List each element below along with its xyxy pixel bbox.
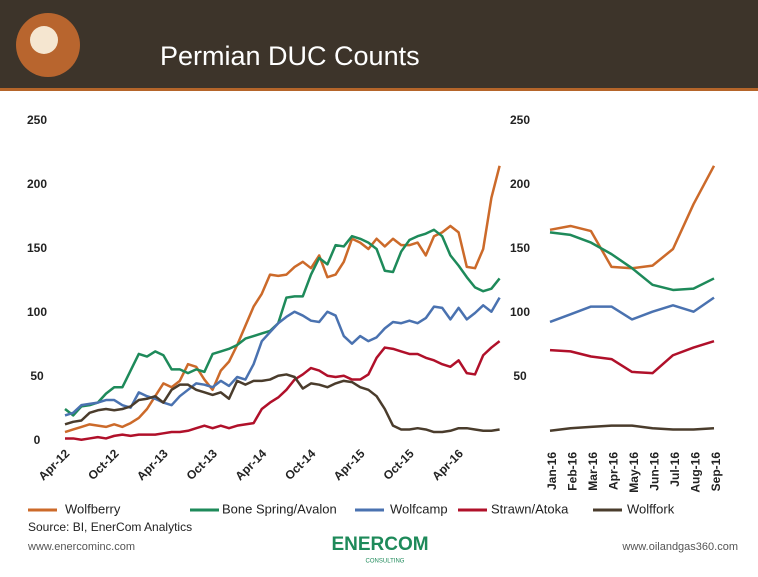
y-tick-label: 50 (30, 369, 44, 383)
x-tick-label: Jan-16 (545, 452, 559, 490)
legend-label: Wolfberry (65, 501, 121, 516)
series-line (64, 228, 501, 417)
legend-label: Wolfcamp (390, 501, 448, 516)
x-tick-label: Jun-16 (648, 452, 662, 491)
y-tick-label: 200 (27, 177, 47, 191)
x-tick-label: Apr-16 (607, 452, 621, 490)
y-tick-label: 50 (513, 369, 527, 383)
left-url: www.enercominc.com (27, 541, 135, 553)
x-tick-label: May-16 (627, 452, 641, 493)
header-rule (0, 88, 758, 91)
series-line (64, 373, 500, 434)
source: Source: BI, EnerCom Analytics (28, 520, 192, 534)
y-tick-label: 150 (510, 241, 530, 255)
right-url: www.oilandgas360.com (621, 541, 738, 553)
legend-label: Wolffork (627, 501, 675, 516)
series-line (549, 424, 715, 433)
x-tick-label: Jul-16 (668, 452, 682, 487)
y-tick-label: 250 (510, 113, 530, 127)
series-line (549, 231, 715, 292)
y-tick-label: 150 (27, 241, 47, 255)
series-line (549, 339, 715, 375)
logo-text: ENERCOM (331, 534, 428, 555)
y-tick-label: 100 (27, 305, 47, 319)
series-line (549, 296, 715, 324)
slide-title: Permian DUC Counts (160, 41, 420, 71)
y-tick-label: 0 (34, 433, 41, 447)
series-line (65, 340, 501, 441)
legend-label: Strawn/Atoka (491, 501, 569, 516)
y-tick-label: 250 (27, 113, 47, 127)
x-tick-label: Aug-16 (689, 452, 703, 493)
header-band (0, 0, 758, 88)
y-tick-label: 200 (510, 177, 530, 191)
x-tick-label: Feb-16 (566, 452, 580, 491)
logo-subtext: CONSULTING (366, 559, 405, 565)
x-tick-label: Sep-16 (709, 452, 723, 492)
legend-label: Bone Spring/Avalon (222, 501, 337, 516)
x-tick-label: Mar-16 (586, 452, 600, 491)
y-tick-label: 100 (510, 305, 530, 319)
logo-sun (30, 26, 58, 54)
series-line (64, 297, 501, 417)
series-line (64, 165, 501, 434)
